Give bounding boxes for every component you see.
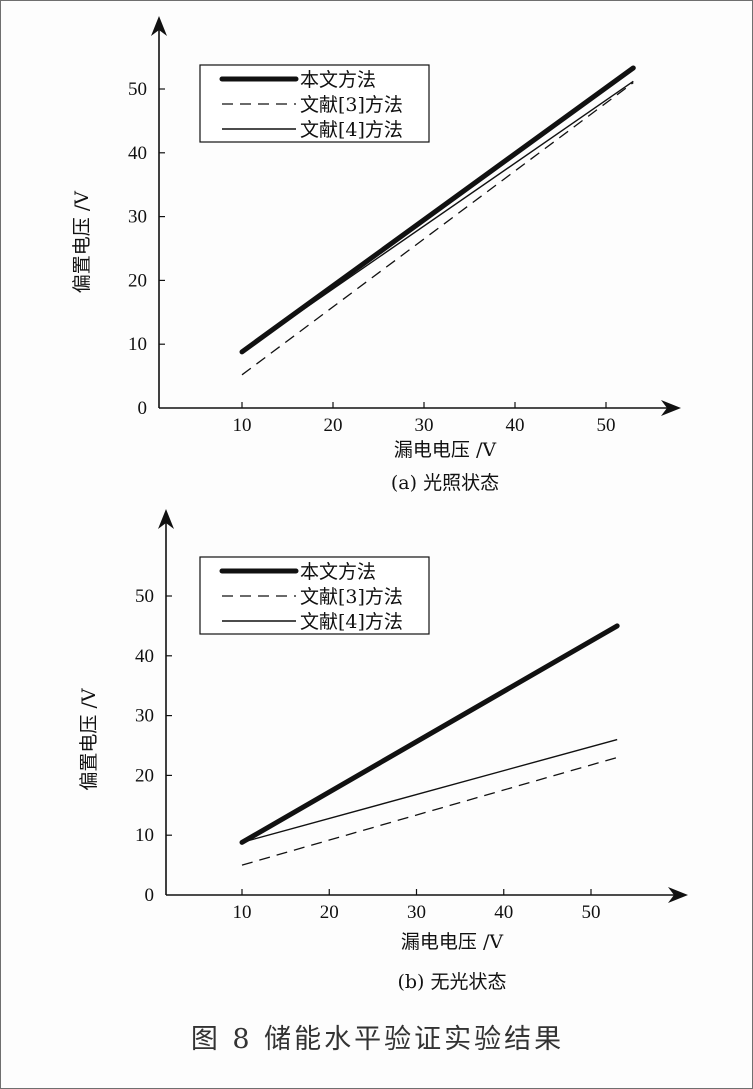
y-axis-title: 偏置电压 /V xyxy=(71,191,93,293)
figure-title: 图 8 储能水平验证实验结果 xyxy=(190,1024,565,1055)
series-line xyxy=(239,65,636,355)
legend-label: 文献[3]方法 xyxy=(300,586,403,608)
legend-label: 文献[4]方法 xyxy=(300,119,403,141)
series-line xyxy=(241,738,618,844)
y-tick-label: 30 xyxy=(135,706,154,727)
y-tick-label: 40 xyxy=(128,143,147,164)
y-tick-label: 0 xyxy=(145,885,155,906)
x-tick-label: 10 xyxy=(233,902,252,923)
y-axis-arrow-icon xyxy=(151,16,167,36)
x-tick-label: 50 xyxy=(597,415,616,436)
chart-panel-b: 10 20 30 40 50 0 10 20 30 40 50 偏置电压 /V 漏电电压 /V (b) 无… xyxy=(78,509,688,993)
x-tick-label: 20 xyxy=(324,415,343,436)
legend-label: 文献[3]方法 xyxy=(300,94,403,116)
x-tick-label: 20 xyxy=(320,902,339,923)
series-line xyxy=(239,623,620,845)
panel-caption: (a) 光照状态 xyxy=(391,472,499,494)
x-axis-arrow-icon xyxy=(668,887,688,903)
y-tick-label: 30 xyxy=(128,207,147,228)
y-tick-label: 40 xyxy=(135,646,154,667)
x-tick-label: 50 xyxy=(582,902,601,923)
x-axis-title: 漏电电压 /V xyxy=(401,931,503,953)
legend-label: 本文方法 xyxy=(300,561,376,583)
series-line xyxy=(241,82,634,376)
x-tick-label: 10 xyxy=(233,415,252,436)
y-tick-label: 10 xyxy=(128,334,147,355)
y-tick-label: 0 xyxy=(138,398,148,419)
y-tick-label: 50 xyxy=(128,79,147,100)
y-tick-label: 50 xyxy=(135,586,154,607)
y-axis-title: 偏置电压 /V xyxy=(78,688,100,790)
series-line xyxy=(241,80,634,353)
chart-panel-a: 10 20 30 40 50 0 10 20 30 40 50 偏置电压 /V 漏电电压 /V (a) 光… xyxy=(71,16,681,494)
y-tick-label: 20 xyxy=(135,765,154,786)
y-tick-label: 10 xyxy=(135,825,154,846)
y-axis-arrow-icon xyxy=(158,509,174,529)
legend-label: 文献[4]方法 xyxy=(300,611,403,633)
panel-caption: (b) 无光状态 xyxy=(397,971,506,993)
x-axis-arrow-icon xyxy=(661,400,681,416)
legend-label: 本文方法 xyxy=(300,69,376,91)
x-tick-label: 30 xyxy=(415,415,434,436)
x-tick-label: 40 xyxy=(506,415,525,436)
x-tick-label: 40 xyxy=(494,902,513,923)
x-tick-label: 30 xyxy=(407,902,426,923)
x-axis-title: 漏电电压 /V xyxy=(394,439,496,461)
series-line xyxy=(241,756,618,866)
y-tick-label: 20 xyxy=(128,270,147,291)
